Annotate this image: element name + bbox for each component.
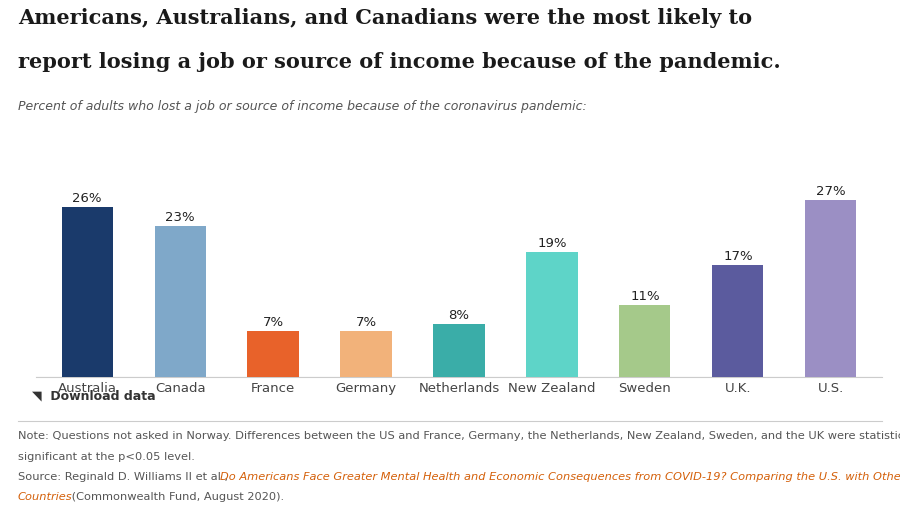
Text: report losing a job or source of income because of the pandemic.: report losing a job or source of income … [18,52,781,72]
Text: (Commonwealth Fund, August 2020).: (Commonwealth Fund, August 2020). [68,492,284,502]
Text: 7%: 7% [263,316,284,329]
Bar [61,207,112,377]
Bar [806,200,857,377]
Text: Americans, Australians, and Canadians were the most likely to: Americans, Australians, and Canadians we… [18,8,752,28]
Text: 8%: 8% [448,309,470,322]
Bar [340,331,392,377]
Text: 7%: 7% [356,316,376,329]
Text: 26%: 26% [72,191,102,204]
Bar [155,226,206,377]
Bar [712,265,763,377]
Bar [248,331,299,377]
Text: significant at the p<0.05 level.: significant at the p<0.05 level. [18,452,195,462]
Text: 23%: 23% [166,211,195,224]
Text: Source: Reginald D. Williams II et al.,: Source: Reginald D. Williams II et al., [18,472,232,482]
Text: 11%: 11% [630,290,660,303]
Text: 17%: 17% [723,251,752,264]
Bar [434,324,484,377]
Bar [526,252,578,377]
Text: 19%: 19% [537,237,567,251]
Text: Note: Questions not asked in Norway. Differences between the US and France, Germ: Note: Questions not asked in Norway. Dif… [18,431,900,441]
Text: ◥  Download data: ◥ Download data [32,390,155,403]
Text: Countries: Countries [18,492,73,502]
Text: Percent of adults who lost a job or source of income because of the coronavirus : Percent of adults who lost a job or sour… [18,100,587,113]
Text: Do Americans Face Greater Mental Health and Economic Consequences from COVID-19?: Do Americans Face Greater Mental Health … [220,472,900,482]
Text: 27%: 27% [816,185,846,198]
Bar [619,304,670,377]
